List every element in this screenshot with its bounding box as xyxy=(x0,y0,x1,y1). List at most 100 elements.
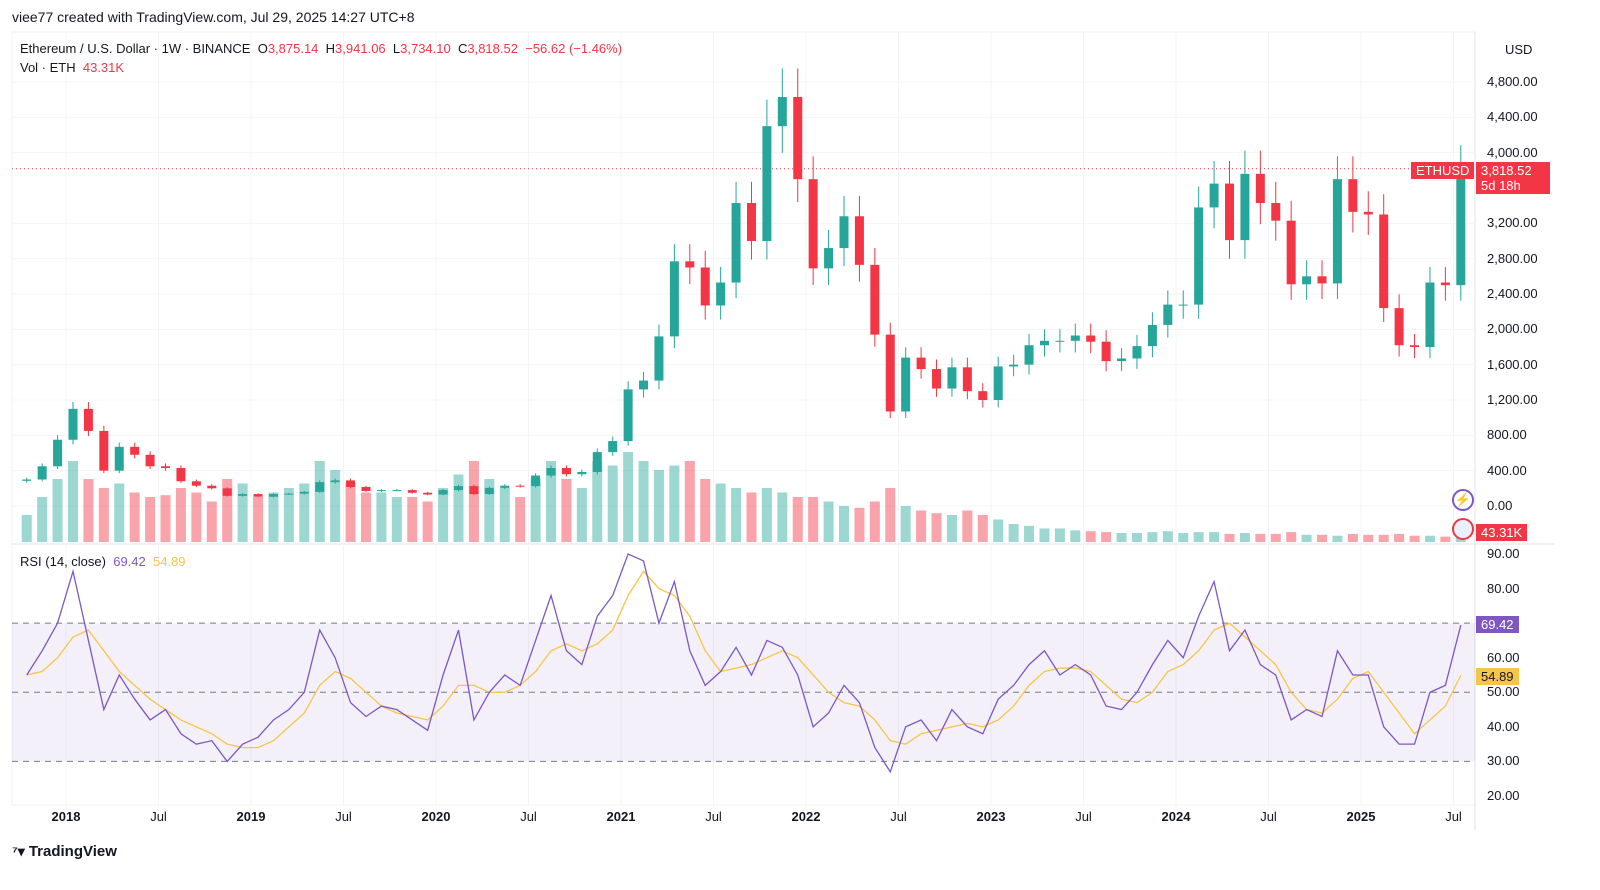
candle-body xyxy=(608,441,618,453)
volume-bar xyxy=(731,488,742,542)
symbol-name[interactable]: Ethereum / U.S. Dollar · 1W · BINANCE xyxy=(20,41,251,56)
candle-body xyxy=(731,203,741,283)
volume-bar xyxy=(253,497,264,542)
candle-body xyxy=(1425,282,1435,347)
high-label: H xyxy=(325,41,336,56)
volume-bar xyxy=(1270,533,1281,542)
time-tick-label: Jul xyxy=(1075,809,1092,824)
currency-label[interactable]: USD xyxy=(1505,42,1533,57)
tradingview-logo[interactable]: ⁷▾ TradingView xyxy=(12,843,117,860)
candle-body xyxy=(1147,324,1157,347)
volume-bar xyxy=(962,510,973,542)
candle-body xyxy=(484,487,494,495)
candle-body xyxy=(114,446,124,471)
candle-body xyxy=(1178,304,1188,306)
candle-body xyxy=(978,391,988,400)
candle-body xyxy=(454,486,463,491)
rsi-tick-label: 50.00 xyxy=(1487,684,1520,700)
candle-body xyxy=(669,261,679,337)
volume-bar xyxy=(561,479,572,542)
candle-body xyxy=(68,408,78,440)
candle-body xyxy=(932,369,942,389)
close-value: 3,818.52 xyxy=(467,41,518,56)
candle-body xyxy=(1194,207,1204,305)
volume-bar xyxy=(206,501,217,542)
volume-label[interactable]: Vol · ETH xyxy=(20,60,76,75)
price-tick-label: 4,000.00 xyxy=(1487,144,1538,160)
volume-bar xyxy=(607,465,618,542)
lightning-icon[interactable]: ⚡ xyxy=(1452,489,1474,511)
volume-bar xyxy=(761,488,772,542)
candle-body xyxy=(561,468,571,475)
volume-bar xyxy=(900,506,911,542)
volume-value: 43.31K xyxy=(82,60,125,75)
price-tick-label: 800.00 xyxy=(1487,427,1527,443)
volume-bar xyxy=(114,483,125,542)
price-tick-label: 1,600.00 xyxy=(1487,356,1538,372)
candle-body xyxy=(392,490,402,492)
candle-body xyxy=(901,357,911,412)
candle-body xyxy=(438,490,448,495)
candle-body xyxy=(191,481,201,486)
time-tick-label: Jul xyxy=(890,809,907,824)
flag-icon[interactable] xyxy=(1452,518,1474,540)
volume-bar xyxy=(1008,524,1019,542)
candle-body xyxy=(592,452,602,472)
volume-bar xyxy=(1131,533,1142,542)
candle-body xyxy=(962,367,972,392)
candle-body xyxy=(1302,276,1312,285)
volume-bar xyxy=(1317,534,1328,542)
volume-bar xyxy=(129,492,140,542)
open-label: O xyxy=(257,41,268,56)
price-tick-label: 2,400.00 xyxy=(1487,286,1538,301)
candle-body xyxy=(716,282,726,306)
volume-bar xyxy=(83,479,94,542)
rsi-label[interactable]: RSI (14, close) xyxy=(20,554,106,569)
volume-bar xyxy=(52,479,63,542)
volume-bar xyxy=(823,501,834,542)
close-label: C xyxy=(457,41,468,56)
candle-body xyxy=(53,439,63,467)
volume-bar xyxy=(37,497,48,542)
time-tick-label: Jul xyxy=(1260,809,1277,824)
candle-body xyxy=(1055,340,1065,342)
volume-bar xyxy=(468,461,479,542)
volume-bar xyxy=(438,488,449,542)
volume-bar xyxy=(21,515,32,542)
tv-logo-icon: ⁷▾ xyxy=(12,843,25,859)
candle-body xyxy=(361,487,371,491)
last-price: 3,818.52 xyxy=(1481,163,1532,178)
candle-body xyxy=(654,336,664,381)
chart-credit: viee77 created with TradingView.com, Jul… xyxy=(12,9,415,25)
candle-body xyxy=(1070,335,1080,341)
time-tick-label: 2023 xyxy=(976,809,1006,824)
open-value: 3,875.14 xyxy=(267,41,319,56)
candle-body xyxy=(1363,211,1373,215)
low-label: L xyxy=(392,41,401,56)
candle-body xyxy=(407,490,417,493)
candle-body xyxy=(469,486,479,495)
volume-bar xyxy=(237,483,248,542)
candle-body xyxy=(130,446,140,455)
rsi-tick-label: 40.00 xyxy=(1487,718,1520,734)
time-tick-label: 2024 xyxy=(1161,809,1191,824)
candle-body xyxy=(793,97,803,180)
volume-bar xyxy=(931,513,942,542)
candle-body xyxy=(700,267,710,306)
candle-body xyxy=(346,480,356,488)
candle-body xyxy=(284,493,294,495)
price-tick-label: 2,800.00 xyxy=(1487,250,1538,266)
volume-bar xyxy=(1209,532,1220,542)
volume-bar xyxy=(669,465,680,542)
low-value: 3,734.10 xyxy=(400,41,451,56)
tv-logo-text: TradingView xyxy=(28,843,117,860)
volume-bar xyxy=(839,506,849,542)
candle-body xyxy=(1240,173,1250,241)
volume-bar xyxy=(98,488,109,542)
candle-body xyxy=(1132,346,1142,359)
rsi-tick-label: 20.00 xyxy=(1487,787,1520,803)
high-value: 3,941.06 xyxy=(335,41,386,56)
candle-body xyxy=(83,408,93,431)
time-tick-label: Jul xyxy=(705,809,722,824)
